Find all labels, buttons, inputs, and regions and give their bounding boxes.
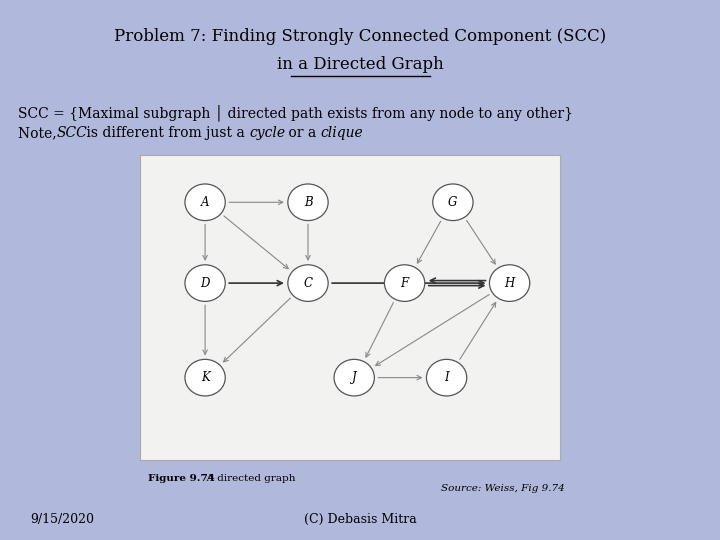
Text: Source: Weiss, Fig 9.74: Source: Weiss, Fig 9.74 xyxy=(441,484,565,493)
Text: 9/15/2020: 9/15/2020 xyxy=(30,513,94,526)
Text: in a Directed Graph: in a Directed Graph xyxy=(276,56,444,73)
Text: is different from just a: is different from just a xyxy=(82,126,249,140)
Bar xyxy=(140,155,560,460)
Ellipse shape xyxy=(288,265,328,301)
Text: A: A xyxy=(201,196,210,209)
Text: A directed graph: A directed graph xyxy=(200,474,295,483)
Text: I: I xyxy=(444,371,449,384)
Text: clique: clique xyxy=(320,126,363,140)
Text: K: K xyxy=(201,371,210,384)
Ellipse shape xyxy=(185,359,225,396)
Ellipse shape xyxy=(490,265,530,301)
Text: SCC: SCC xyxy=(57,126,88,140)
Text: Problem 7: Finding Strongly Connected Component (SCC): Problem 7: Finding Strongly Connected Co… xyxy=(114,28,606,45)
Ellipse shape xyxy=(426,359,467,396)
Ellipse shape xyxy=(384,265,425,301)
Ellipse shape xyxy=(288,184,328,220)
Text: or a: or a xyxy=(284,126,320,140)
Text: H: H xyxy=(505,276,515,289)
Text: J: J xyxy=(352,371,356,384)
Text: G: G xyxy=(449,196,458,209)
Text: C: C xyxy=(304,276,312,289)
Text: Note,: Note, xyxy=(18,126,61,140)
Text: F: F xyxy=(400,276,409,289)
Text: Figure 9.74: Figure 9.74 xyxy=(148,474,215,483)
Text: SCC = {Maximal subgraph │ directed path exists from any node to any other}: SCC = {Maximal subgraph │ directed path … xyxy=(18,104,573,120)
Text: D: D xyxy=(200,276,210,289)
Ellipse shape xyxy=(185,265,225,301)
Text: (C) Debasis Mitra: (C) Debasis Mitra xyxy=(304,513,416,526)
Text: B: B xyxy=(304,196,312,209)
Ellipse shape xyxy=(334,359,374,396)
Text: cycle: cycle xyxy=(249,126,285,140)
Ellipse shape xyxy=(185,184,225,220)
Ellipse shape xyxy=(433,184,473,220)
